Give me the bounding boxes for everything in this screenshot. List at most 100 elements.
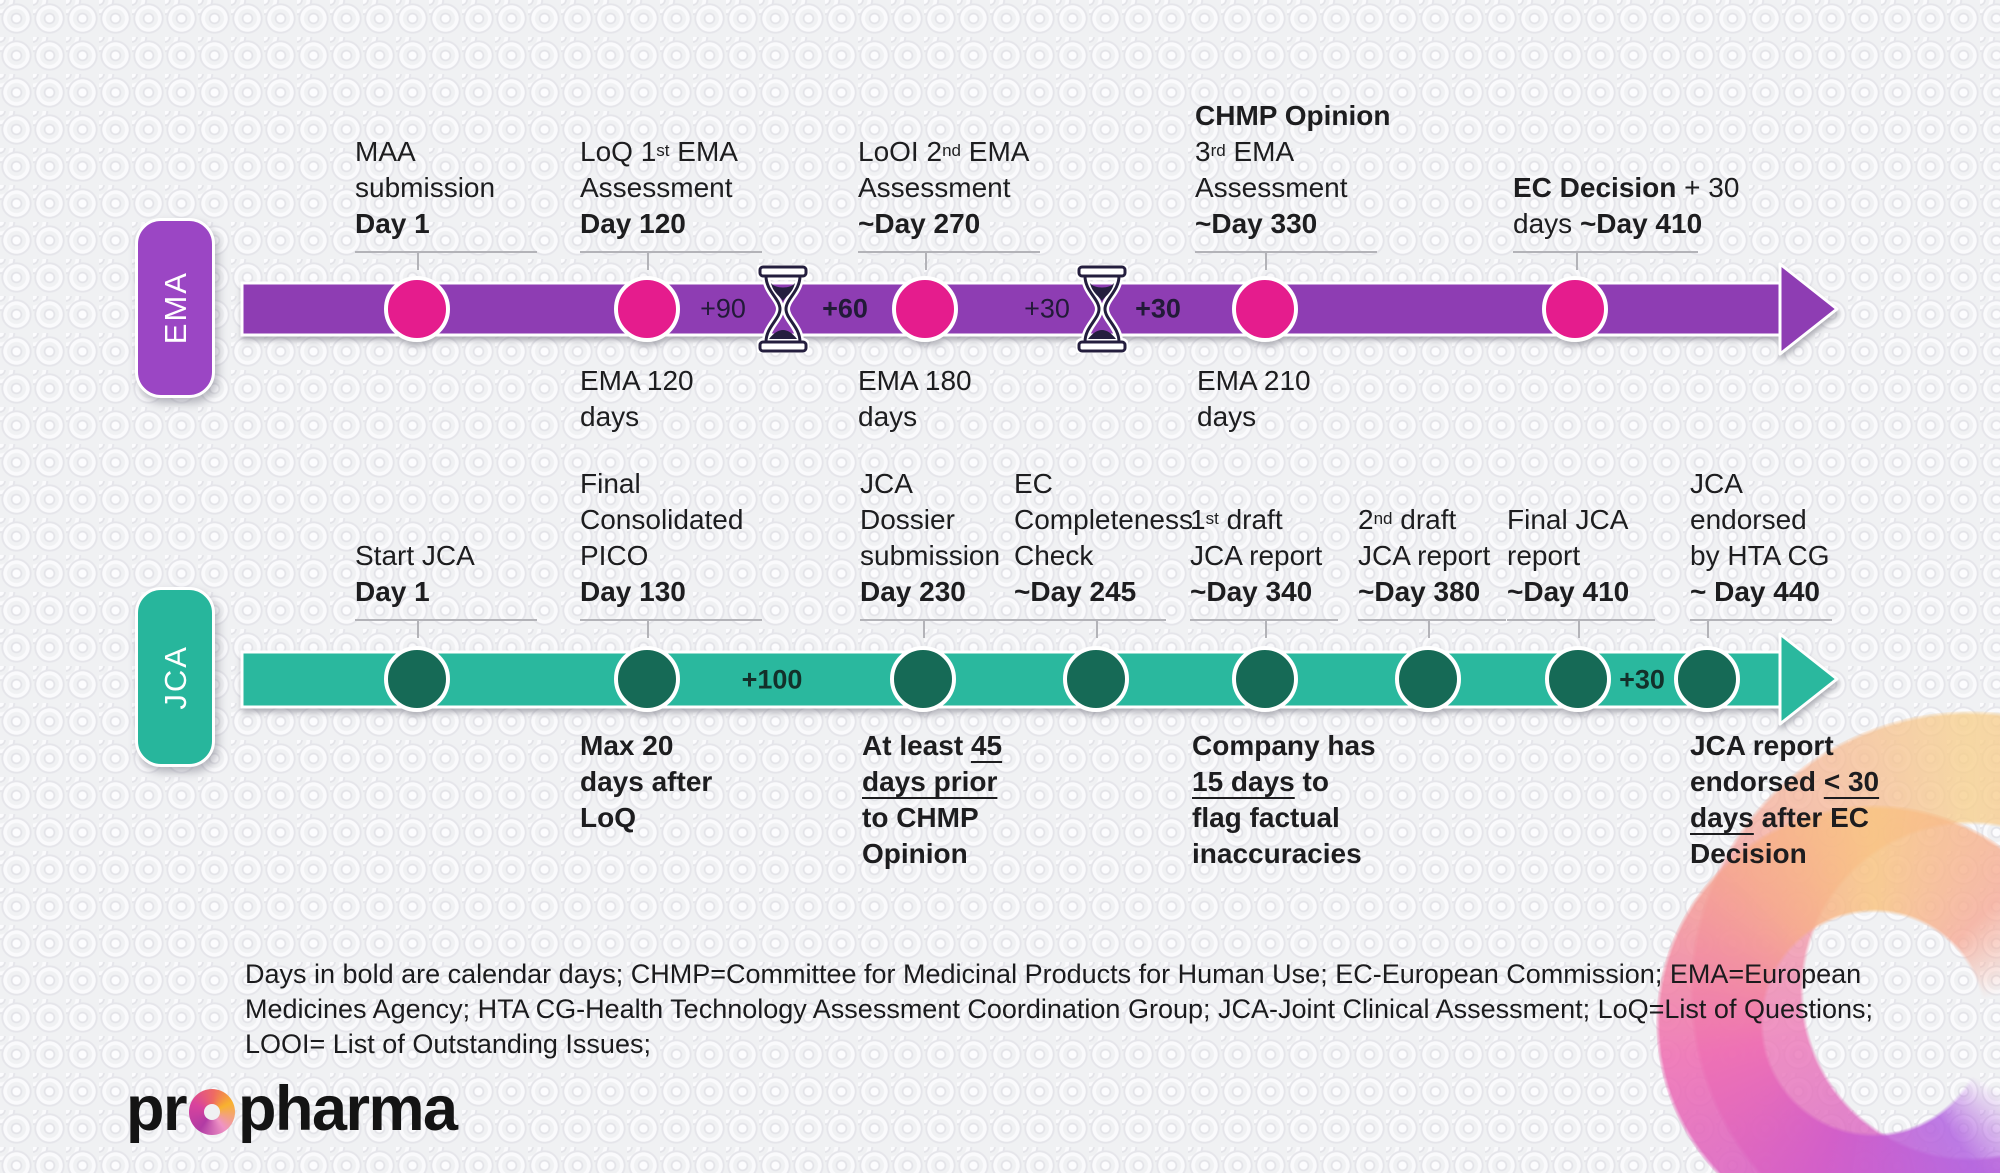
event-label: CHMP Opinion 3rd EMA Assessment ~Day 330	[1195, 98, 1390, 253]
logo-text-pre: pr	[126, 1074, 188, 1144]
below-bar-note: JCA report endorsed < 30 days after EC Deci…	[1690, 728, 1879, 872]
event-label-line: 3rd EMA	[1195, 134, 1377, 170]
event-label: EC Decision + 30 days ~Day 410	[1513, 170, 1739, 253]
timeline-arrowhead	[1778, 632, 1839, 726]
footnote-line: LOOI= List of Outstanding Issues;	[245, 1029, 651, 1059]
event-label: Start JCA Day 1	[355, 538, 537, 621]
milestone-dot	[1232, 276, 1298, 342]
event-label-line: Day 1	[355, 206, 537, 242]
label-text: PICO	[580, 540, 649, 571]
label-text: ~ Day 440	[1690, 576, 1820, 607]
label-text: Company has	[1192, 730, 1376, 761]
milestone-dot	[1542, 276, 1608, 342]
event-label-line: Start JCA	[355, 538, 537, 574]
label-text: Day 1	[355, 208, 430, 239]
event-label: Final Consolidated PICO Day 130	[580, 466, 762, 621]
event-label-line: 1st draft	[1190, 502, 1338, 538]
note-line: days after	[580, 764, 712, 800]
label-text: st	[656, 141, 670, 160]
event-tick	[647, 253, 649, 270]
label-text: MAA	[355, 136, 416, 167]
label-text: Day 1	[355, 576, 430, 607]
note-line: flag factual	[1192, 800, 1376, 836]
ema-track-pill: EMA	[135, 218, 215, 398]
label-text: 1	[1190, 504, 1206, 535]
label-text: report	[1507, 540, 1581, 571]
label-text: days	[580, 401, 640, 432]
event-label-line: Final	[580, 466, 762, 502]
event-label: LoOI 2nd EMA Assessment ~Day 270	[858, 134, 1040, 253]
duration-annotation: +100	[741, 664, 803, 695]
milestone-dot	[1232, 646, 1298, 712]
event-tick	[1707, 621, 1709, 638]
note-line: 15 days to	[1192, 764, 1376, 800]
note-line: Company has	[1192, 728, 1376, 764]
label-text: JCA	[1690, 468, 1743, 499]
below-bar-note: EMA 120 days	[580, 363, 694, 435]
below-bar-note: EMA 180 days	[858, 363, 972, 435]
event-tick	[1265, 621, 1267, 638]
label-text: 2	[1358, 504, 1374, 535]
event-label: LoQ 1st EMA Assessment Day 120	[580, 134, 762, 253]
below-bar-note: At least 45 days prior to CHMP Opinion	[862, 728, 1002, 872]
label-text: EMA 120	[580, 365, 694, 396]
duration-annotation: +30	[1619, 664, 1665, 695]
label-text: days	[858, 401, 918, 432]
event-label-line: LoQ 1st EMA	[580, 134, 762, 170]
label-text: < 30	[1823, 766, 1880, 797]
event-label-line: EC Decision + 30	[1513, 170, 1739, 206]
note-line: endorsed < 30	[1690, 764, 1879, 800]
ema-track-label: EMA	[157, 271, 193, 345]
milestone-dot	[1674, 646, 1740, 712]
event-tick	[1576, 253, 1578, 270]
label-text: flag factual	[1192, 802, 1340, 833]
event-label: Final JCA report ~Day 410	[1507, 502, 1655, 621]
note-line: EMA 210	[1197, 363, 1311, 399]
event-label: JCA endorsed by HTA CG ~ Day 440	[1690, 466, 1832, 621]
event-label-line: Assessment	[1195, 170, 1377, 206]
below-bar-note: Company has 15 days to flag factual inaccur…	[1192, 728, 1376, 872]
event-label-line: ~Day 270	[858, 206, 1040, 242]
event-label-line: 2nd draft	[1358, 502, 1506, 538]
label-text: ~Day 330	[1195, 208, 1318, 239]
event-label-line: submission	[355, 170, 537, 206]
event-tick	[647, 621, 649, 638]
label-text: after EC	[1753, 802, 1869, 833]
label-text: LoOI 2	[858, 136, 943, 167]
label-text: Day 130	[580, 576, 686, 607]
label-text: EC Decision	[1513, 172, 1677, 203]
label-text: ~Day 410	[1579, 208, 1703, 239]
note-line: days	[858, 399, 972, 435]
label-text: Final JCA	[1507, 504, 1629, 535]
event-label-line: JCA	[860, 466, 1040, 502]
event-label-line: ~ Day 440	[1690, 574, 1832, 610]
label-text: Decision	[1690, 838, 1807, 869]
label-text: nd	[942, 141, 961, 160]
timeline-arrowhead	[1778, 262, 1839, 356]
event-tick	[1428, 621, 1430, 638]
label-text: 45	[970, 730, 1003, 761]
event-label-line: EC	[1014, 466, 1166, 502]
note-line: inaccuracies	[1192, 836, 1376, 872]
event-tick	[1578, 621, 1580, 638]
label-text: Max 20	[580, 730, 674, 761]
label-text: EMA 180	[858, 365, 972, 396]
note-line: to CHMP	[862, 800, 1002, 836]
note-line: days after EC	[1690, 800, 1879, 836]
label-text: Final	[580, 468, 641, 499]
event-label-line: JCA report	[1190, 538, 1338, 574]
duration-annotation: +60	[822, 293, 868, 324]
jca-track-pill: JCA	[135, 587, 215, 767]
label-text: ~Day 380	[1358, 576, 1481, 607]
event-label-line: Final JCA	[1507, 502, 1655, 538]
milestone-dot	[892, 276, 958, 342]
label-text: Day 230	[860, 576, 966, 607]
event-label-line: Day 1	[355, 574, 537, 610]
event-label-line: Day 120	[580, 206, 762, 242]
label-text: endorsed	[1690, 766, 1824, 797]
label-text: ~Day 270	[858, 208, 981, 239]
event-label-line: days ~Day 410	[1513, 206, 1702, 242]
label-text: draft	[1218, 504, 1283, 535]
propharma-logo: pr pharma	[126, 1074, 458, 1144]
